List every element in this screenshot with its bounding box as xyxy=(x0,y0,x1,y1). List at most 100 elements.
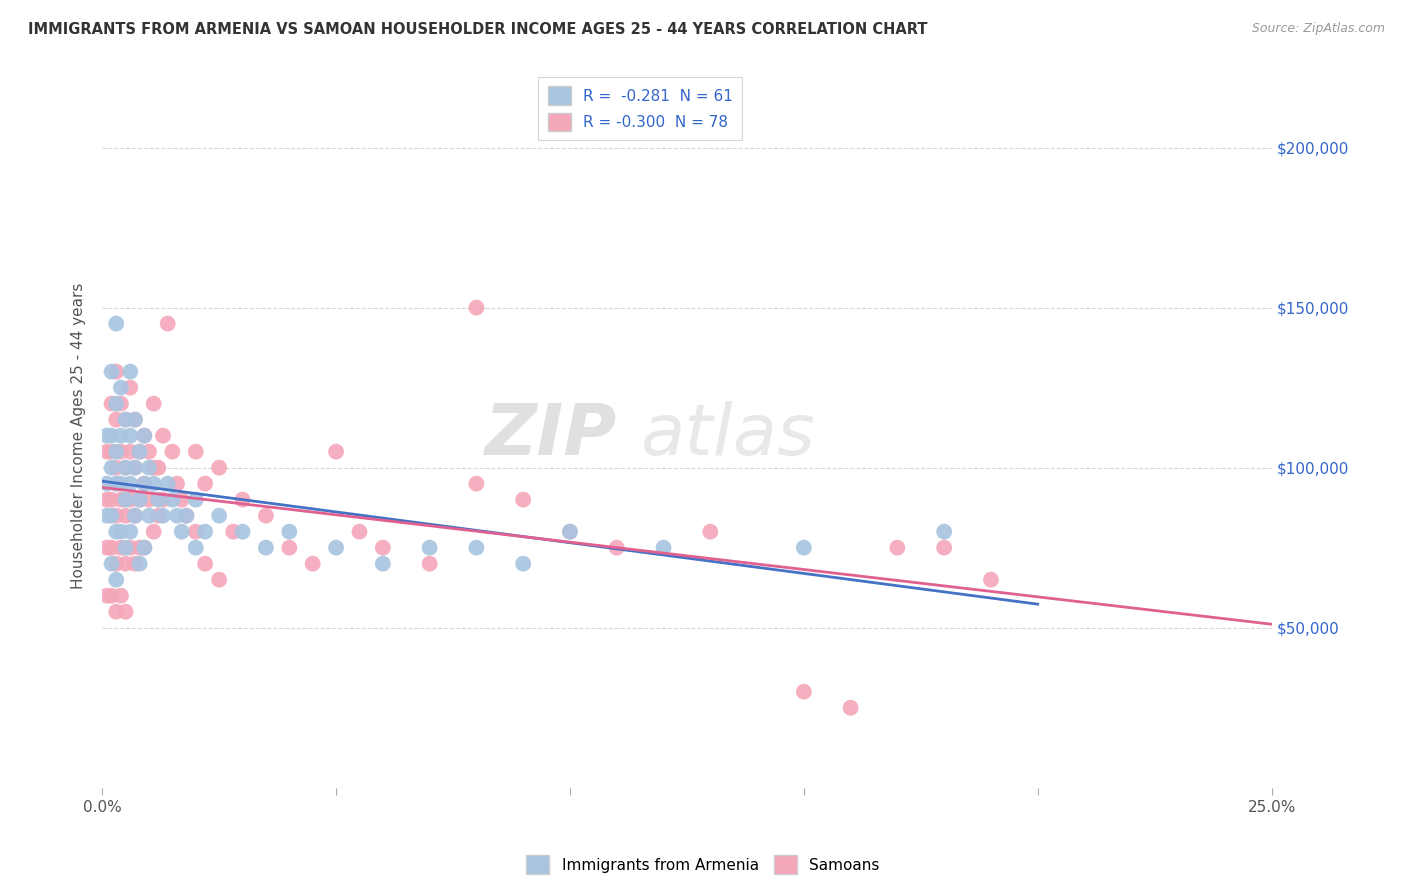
Point xyxy=(110,428,132,442)
Point xyxy=(128,557,150,571)
Point xyxy=(100,508,122,523)
Point xyxy=(100,492,122,507)
Point xyxy=(232,524,254,539)
Point xyxy=(105,460,128,475)
Point xyxy=(349,524,371,539)
Point xyxy=(184,444,207,458)
Point xyxy=(166,508,188,523)
Point xyxy=(100,444,122,458)
Point xyxy=(120,444,142,458)
Point xyxy=(96,589,118,603)
Point xyxy=(371,557,394,571)
Point xyxy=(110,381,132,395)
Point xyxy=(96,444,118,458)
Text: atlas: atlas xyxy=(640,401,814,470)
Point xyxy=(934,524,956,539)
Point xyxy=(105,508,128,523)
Point xyxy=(120,428,142,442)
Text: IMMIGRANTS FROM ARMENIA VS SAMOAN HOUSEHOLDER INCOME AGES 25 - 44 YEARS CORRELAT: IMMIGRANTS FROM ARMENIA VS SAMOAN HOUSEH… xyxy=(28,22,928,37)
Point xyxy=(114,492,136,507)
Text: Source: ZipAtlas.com: Source: ZipAtlas.com xyxy=(1251,22,1385,36)
Point xyxy=(120,524,142,539)
Point xyxy=(138,492,160,507)
Point xyxy=(194,476,217,491)
Point xyxy=(184,541,207,555)
Point xyxy=(839,700,862,714)
Point xyxy=(325,541,347,555)
Point xyxy=(96,428,118,442)
Point xyxy=(162,492,184,507)
Point xyxy=(162,444,184,458)
Legend: R =  -0.281  N = 61, R = -0.300  N = 78: R = -0.281 N = 61, R = -0.300 N = 78 xyxy=(538,77,742,140)
Point xyxy=(934,541,956,555)
Point xyxy=(152,508,174,523)
Point xyxy=(114,541,136,555)
Point xyxy=(128,492,150,507)
Point xyxy=(134,541,156,555)
Point xyxy=(208,460,231,475)
Point xyxy=(120,492,142,507)
Text: ZIP: ZIP xyxy=(485,401,617,470)
Point xyxy=(980,573,1002,587)
Point xyxy=(96,541,118,555)
Point xyxy=(301,557,323,571)
Point xyxy=(100,541,122,555)
Point xyxy=(793,684,815,698)
Point xyxy=(194,557,217,571)
Point xyxy=(105,605,128,619)
Point xyxy=(184,492,207,507)
Point xyxy=(170,492,193,507)
Point xyxy=(100,428,122,442)
Point xyxy=(134,476,156,491)
Point xyxy=(105,397,128,411)
Point xyxy=(120,476,142,491)
Point xyxy=(222,524,245,539)
Point xyxy=(371,541,394,555)
Point xyxy=(419,541,441,555)
Point xyxy=(793,541,815,555)
Point xyxy=(105,573,128,587)
Point xyxy=(105,317,128,331)
Point xyxy=(148,460,170,475)
Point xyxy=(128,444,150,458)
Point xyxy=(124,508,146,523)
Point xyxy=(110,541,132,555)
Point xyxy=(232,492,254,507)
Point xyxy=(142,460,165,475)
Point xyxy=(142,476,165,491)
Point xyxy=(134,428,156,442)
Point xyxy=(100,397,122,411)
Point xyxy=(606,541,628,555)
Point xyxy=(558,524,581,539)
Point xyxy=(278,524,301,539)
Y-axis label: Householder Income Ages 25 - 44 years: Householder Income Ages 25 - 44 years xyxy=(72,283,86,589)
Point xyxy=(699,524,721,539)
Point xyxy=(114,460,136,475)
Point xyxy=(166,476,188,491)
Point xyxy=(96,492,118,507)
Point xyxy=(512,557,534,571)
Point xyxy=(105,524,128,539)
Point xyxy=(128,541,150,555)
Point xyxy=(100,557,122,571)
Point xyxy=(142,397,165,411)
Point xyxy=(105,557,128,571)
Point xyxy=(148,492,170,507)
Point xyxy=(134,541,156,555)
Point xyxy=(120,381,142,395)
Point xyxy=(148,508,170,523)
Point xyxy=(100,460,122,475)
Point xyxy=(170,524,193,539)
Point xyxy=(124,508,146,523)
Point xyxy=(128,444,150,458)
Point xyxy=(110,476,132,491)
Point xyxy=(100,365,122,379)
Point xyxy=(114,412,136,426)
Point xyxy=(465,301,488,315)
Point xyxy=(325,444,347,458)
Point xyxy=(156,476,179,491)
Point xyxy=(114,460,136,475)
Point xyxy=(114,508,136,523)
Point xyxy=(152,428,174,442)
Point xyxy=(254,508,277,523)
